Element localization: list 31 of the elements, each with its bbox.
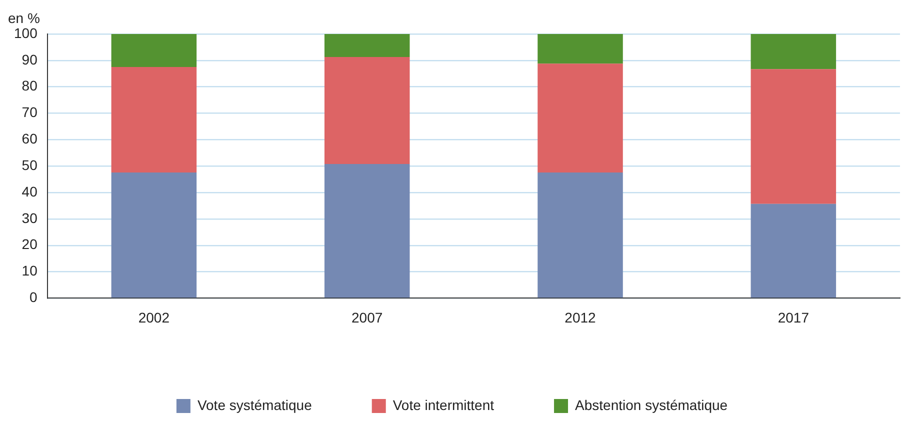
y-tick-label: 30 xyxy=(22,210,38,226)
y-tick-label: 90 xyxy=(22,51,38,68)
y-tick-label: 80 xyxy=(22,78,38,94)
legend-label: Vote intermittent xyxy=(392,396,494,413)
legend-label: Abstention systématique xyxy=(575,396,728,413)
x-tick-label: 2002 xyxy=(138,309,170,326)
y-tick-label: 70 xyxy=(22,104,38,120)
y-tick-label: 20 xyxy=(22,236,38,252)
bar xyxy=(111,34,197,68)
bar xyxy=(324,56,410,164)
bar xyxy=(538,172,623,298)
bar xyxy=(538,34,623,64)
bar xyxy=(538,64,623,172)
bar xyxy=(111,172,197,298)
y-tick-label: 40 xyxy=(22,183,38,200)
x-tick-label: 2007 xyxy=(352,309,383,326)
y-tick-label: 0 xyxy=(30,289,38,306)
y-tick-label: 10 xyxy=(22,262,38,279)
x-tick-label: 2012 xyxy=(564,309,596,326)
y-tick-label: 50 xyxy=(22,156,38,173)
bar xyxy=(750,34,836,70)
bar xyxy=(750,69,836,204)
bar xyxy=(111,67,197,172)
bar xyxy=(324,164,410,298)
legend-label: Vote systématique xyxy=(197,396,312,413)
bar xyxy=(324,34,410,57)
y-tick-label: 60 xyxy=(22,130,38,147)
bar xyxy=(750,204,836,298)
x-tick-label: 2017 xyxy=(778,309,810,326)
y-axis-title: en % xyxy=(8,10,40,26)
y-tick-label: 100 xyxy=(14,24,38,41)
